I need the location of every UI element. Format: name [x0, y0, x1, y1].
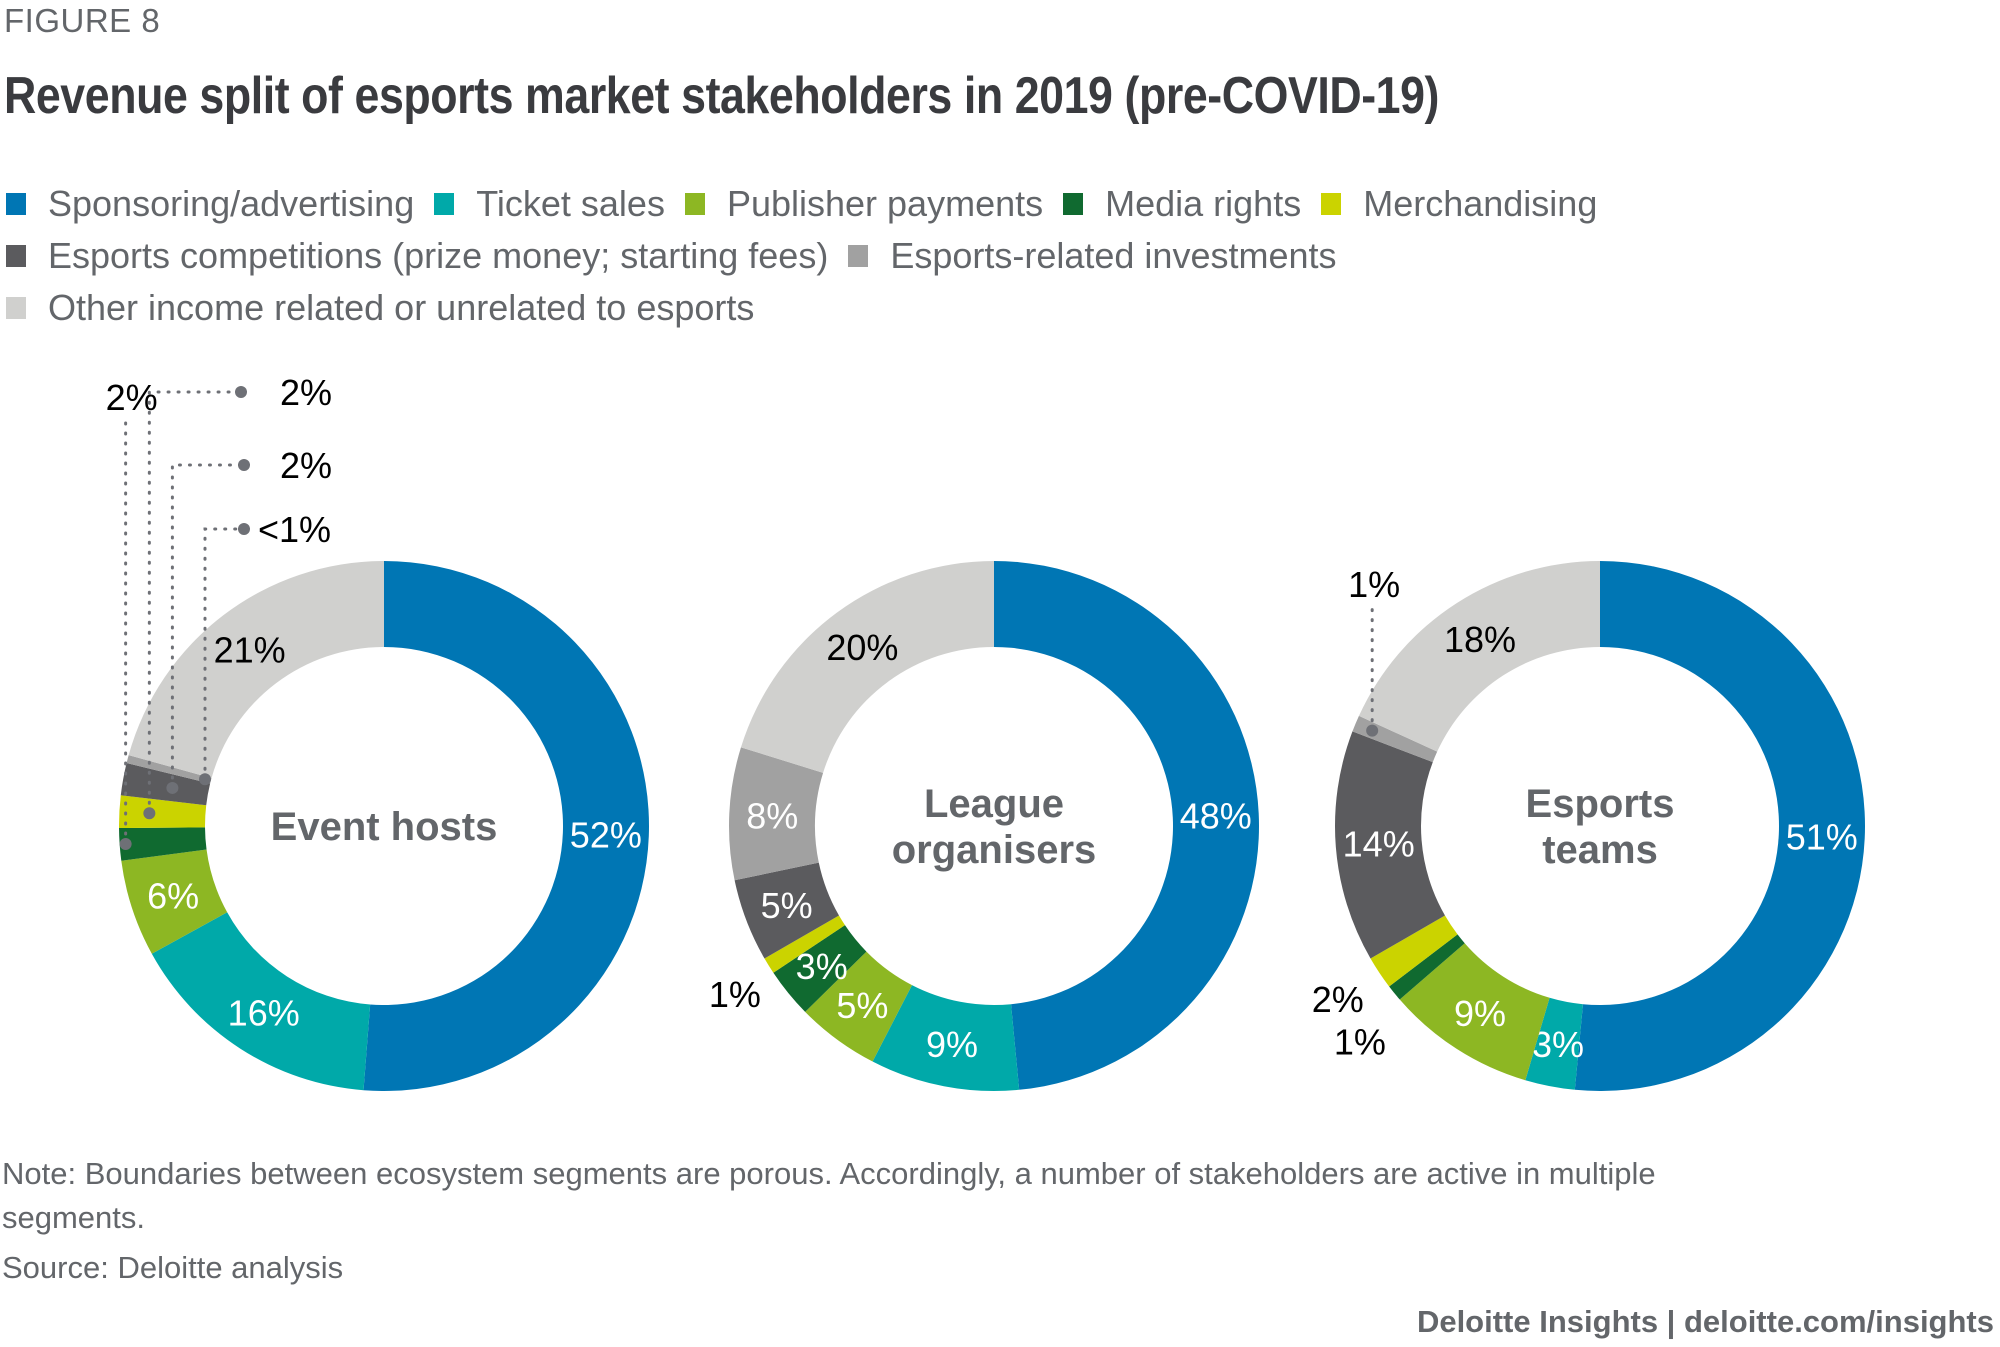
- legend-label: Ticket sales: [476, 183, 665, 224]
- legend-swatch: [434, 193, 455, 215]
- donut-slice: [151, 912, 371, 1091]
- donut-slice: [872, 985, 1020, 1091]
- donut-slice: [1399, 943, 1550, 1081]
- figure-label: FIGURE 8: [4, 2, 161, 39]
- donut-slice: [1335, 731, 1445, 959]
- donut-center-label: League: [924, 782, 1064, 826]
- legend-item-competitions: Esports competitions (prize money; start…: [6, 235, 828, 277]
- slice-value-label: 16%: [228, 993, 300, 1034]
- legend-label: Esports competitions (prize money; start…: [48, 235, 829, 276]
- donut-slice: [126, 755, 212, 784]
- legend-label: Media rights: [1105, 183, 1302, 224]
- legend-item-investments: Esports-related investments: [848, 235, 1337, 277]
- legend-swatch: [1063, 193, 1084, 215]
- legend-label: Sponsoring/advertising: [48, 183, 415, 224]
- legend-label: Merchandising: [1363, 183, 1598, 224]
- callout-line: [170, 463, 245, 790]
- callout-dot: [119, 838, 132, 851]
- donut-slice: [120, 763, 211, 806]
- donut-center-label: Event hosts: [271, 805, 498, 849]
- donut-slice: [1370, 915, 1458, 987]
- legend-swatch: [684, 193, 705, 215]
- callout-dot: [238, 523, 250, 535]
- donut-slice: [128, 561, 384, 779]
- legend-swatch: [6, 297, 26, 319]
- callout-dot: [238, 459, 250, 471]
- legend-swatch: [6, 193, 26, 215]
- legend-label: Esports-related investments: [890, 235, 1337, 276]
- slice-value-label: 8%: [746, 795, 798, 836]
- donut-center-label: organisers: [892, 828, 1097, 872]
- legend-label: Other income related or unrelated to esp…: [48, 287, 755, 328]
- slice-value-label: 9%: [926, 1024, 978, 1065]
- outside-value-label: 1%: [1348, 564, 1400, 605]
- callout-dot: [143, 807, 156, 820]
- donut-slice: [121, 849, 228, 954]
- donut-slice: [363, 561, 650, 1091]
- legend-swatch: [848, 245, 869, 267]
- callout-dot: [166, 781, 179, 794]
- slice-value-label: 14%: [1343, 824, 1415, 865]
- legend-item-merchandising: Merchandising: [1321, 183, 1597, 225]
- chart-source: Source: Deloitte analysis: [2, 1250, 344, 1285]
- legend-item-media-rights: Media rights: [1063, 183, 1301, 225]
- callout-dot: [235, 386, 247, 398]
- outside-value-label: 2%: [280, 445, 332, 486]
- legend-item-ticket-sales: Ticket sales: [434, 183, 665, 225]
- donut-center-label: teams: [1542, 828, 1658, 872]
- legend-label: Publisher payments: [726, 183, 1044, 224]
- legend-row: Other income related or unrelated to esp…: [6, 282, 1906, 334]
- slice-value-label: 9%: [1454, 993, 1506, 1034]
- legend-item-other-income: Other income related or unrelated to esp…: [6, 287, 754, 329]
- outside-value-label: 1%: [709, 974, 761, 1015]
- legend-swatch: [1321, 193, 1342, 215]
- slice-value-label: 52%: [570, 815, 642, 856]
- donut-slice: [729, 747, 824, 881]
- slice-value-label: 51%: [1786, 817, 1858, 858]
- donut-slice: [764, 915, 845, 973]
- slice-value-label: 3%: [796, 946, 848, 987]
- callout-line: [203, 527, 245, 781]
- outside-value-label: <1%: [258, 509, 331, 550]
- slice-value-label: 6%: [147, 875, 199, 916]
- slice-value-label: 20%: [826, 627, 898, 668]
- credit-link[interactable]: Deloitte Insights | deloitte.com/insight…: [1416, 1304, 1994, 1339]
- donut-slice: [119, 795, 207, 829]
- chart-title: Revenue split of esports market stakehol…: [4, 67, 1440, 125]
- donut-center-label: Esports: [1526, 782, 1675, 826]
- donut-slice: [1389, 934, 1465, 1000]
- outside-value-label: 1%: [1334, 1022, 1386, 1063]
- slice-value-label: 48%: [1180, 795, 1252, 836]
- legend-swatch: [6, 245, 26, 267]
- donut-slice: [1358, 561, 1600, 752]
- callout-line: [147, 390, 242, 815]
- legend-row: Sponsoring/advertising Ticket sales Publ…: [6, 178, 1906, 230]
- legend-row: Esports competitions (prize money; start…: [6, 230, 1906, 282]
- slice-value-label: 3%: [1532, 1024, 1584, 1065]
- legend-item-publisher-payments: Publisher payments: [684, 183, 1044, 225]
- slice-value-label: 21%: [214, 629, 286, 670]
- outside-value-label: 2%: [280, 372, 332, 413]
- donut-slice: [734, 862, 839, 959]
- donut-slice: [119, 827, 207, 861]
- donut-slice: [994, 561, 1259, 1090]
- slice-value-label: 18%: [1444, 619, 1516, 660]
- donut-slice: [1574, 561, 1866, 1091]
- outside-value-label: 2%: [1312, 979, 1364, 1020]
- donut-slice: [1525, 997, 1583, 1090]
- donut-slice: [740, 561, 994, 773]
- legend: Sponsoring/advertising Ticket sales Publ…: [6, 178, 1906, 334]
- donut-slice: [805, 951, 912, 1062]
- slice-value-label: 5%: [836, 985, 888, 1026]
- donut-slice: [773, 925, 867, 1012]
- callout-dot: [198, 773, 211, 786]
- legend-item-sponsoring: Sponsoring/advertising: [6, 183, 414, 225]
- chart-note: Note: Boundaries between ecosystem segme…: [2, 1156, 1656, 1235]
- callout-dot: [1366, 724, 1379, 737]
- slice-value-label: 5%: [761, 885, 813, 926]
